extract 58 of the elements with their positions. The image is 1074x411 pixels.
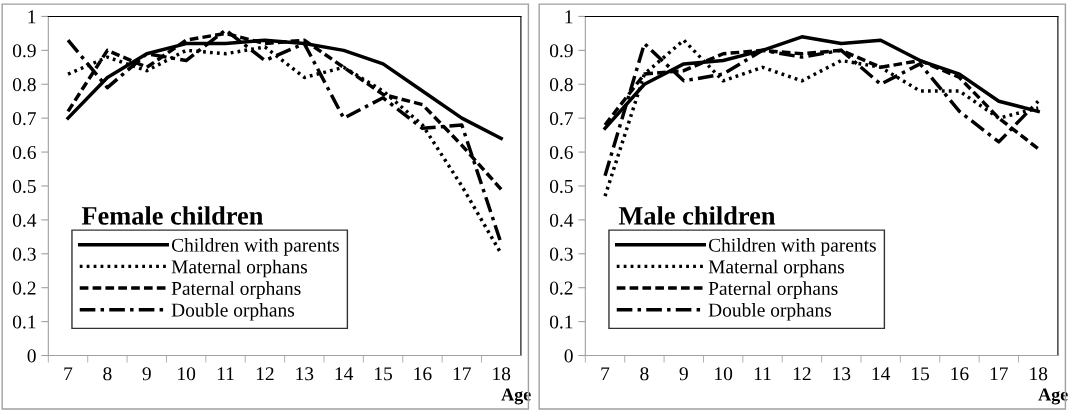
x-tick-label: 16 bbox=[951, 367, 969, 381]
y-tick-label: 1 bbox=[28, 10, 36, 24]
x-tick-label: 12 bbox=[793, 367, 811, 381]
legend-label: Paternal orphans bbox=[708, 281, 838, 299]
x-tick-label: 14 bbox=[872, 367, 891, 381]
y-tick-label: 0.3 bbox=[12, 247, 36, 261]
y-tick-label: 0.4 bbox=[12, 213, 37, 227]
y-tick-label: 0.8 bbox=[549, 78, 573, 92]
x-tick-label: 11 bbox=[754, 367, 771, 381]
x-tick-label: 7 bbox=[64, 367, 73, 381]
y-tick-label: 0.6 bbox=[12, 145, 36, 160]
y-tick-label: 1 bbox=[565, 10, 573, 24]
x-tick-label: 15 bbox=[912, 367, 930, 381]
x-axis-title: Age bbox=[1038, 388, 1068, 405]
y-tick-label: 0.4 bbox=[549, 213, 574, 227]
legend-label: Paternal orphans bbox=[171, 281, 301, 299]
y-tick-label: 0 bbox=[564, 349, 573, 363]
x-tick-label: 16 bbox=[414, 367, 432, 381]
y-tick-label: 0.8 bbox=[12, 78, 36, 92]
x-tick-label: 17 bbox=[990, 367, 1008, 381]
y-tick-label: 0.7 bbox=[12, 111, 36, 126]
y-tick-label: 0.5 bbox=[549, 179, 573, 193]
y-tick-label: 0.3 bbox=[549, 247, 573, 261]
x-tick-label: 12 bbox=[256, 367, 274, 381]
x-tick-label: 9 bbox=[679, 367, 688, 381]
legend-label: Double orphans bbox=[171, 302, 295, 321]
y-tick-label: 0.9 bbox=[12, 44, 36, 58]
x-tick-label: 14 bbox=[335, 367, 354, 381]
y-tick-label: 0.2 bbox=[549, 281, 573, 295]
x-tick-label: 10 bbox=[178, 367, 196, 381]
x-tick-label: 15 bbox=[375, 367, 393, 381]
legend-label: Maternal orphans bbox=[708, 259, 845, 278]
y-tick-label: 0.2 bbox=[12, 281, 36, 295]
y-tick-label: 0.1 bbox=[549, 315, 573, 329]
legend-label: Children with parents bbox=[171, 238, 339, 256]
text: Female children bbox=[81, 206, 264, 225]
x-tick-label: 7 bbox=[601, 367, 610, 381]
x-tick-label: 10 bbox=[715, 367, 733, 381]
legend-label: Double orphans bbox=[708, 302, 832, 321]
x-tick-label: 9 bbox=[142, 367, 151, 381]
y-tick-label: 0.9 bbox=[549, 44, 573, 58]
x-tick-label: 18 bbox=[493, 367, 511, 381]
y-tick-label: 0.5 bbox=[12, 179, 36, 193]
x-tick-label: 8 bbox=[103, 367, 112, 381]
x-tick-label: 8 bbox=[640, 367, 649, 381]
x-tick-label: 13 bbox=[833, 367, 851, 381]
x-tick-label: 11 bbox=[217, 367, 234, 381]
y-tick-label: 0.6 bbox=[549, 145, 573, 160]
x-tick-label: 13 bbox=[296, 367, 314, 381]
text: Male children bbox=[618, 206, 776, 225]
y-tick-label: 0 bbox=[27, 349, 36, 363]
x-tick-label: 18 bbox=[1030, 367, 1048, 381]
legend-label: Children with parents bbox=[708, 238, 876, 256]
x-tick-label: 17 bbox=[453, 367, 471, 381]
y-tick-label: 0.1 bbox=[12, 315, 36, 329]
y-tick-label: 0.7 bbox=[549, 111, 573, 126]
legend-label: Maternal orphans bbox=[171, 259, 308, 278]
x-axis-title: Age bbox=[501, 388, 531, 405]
